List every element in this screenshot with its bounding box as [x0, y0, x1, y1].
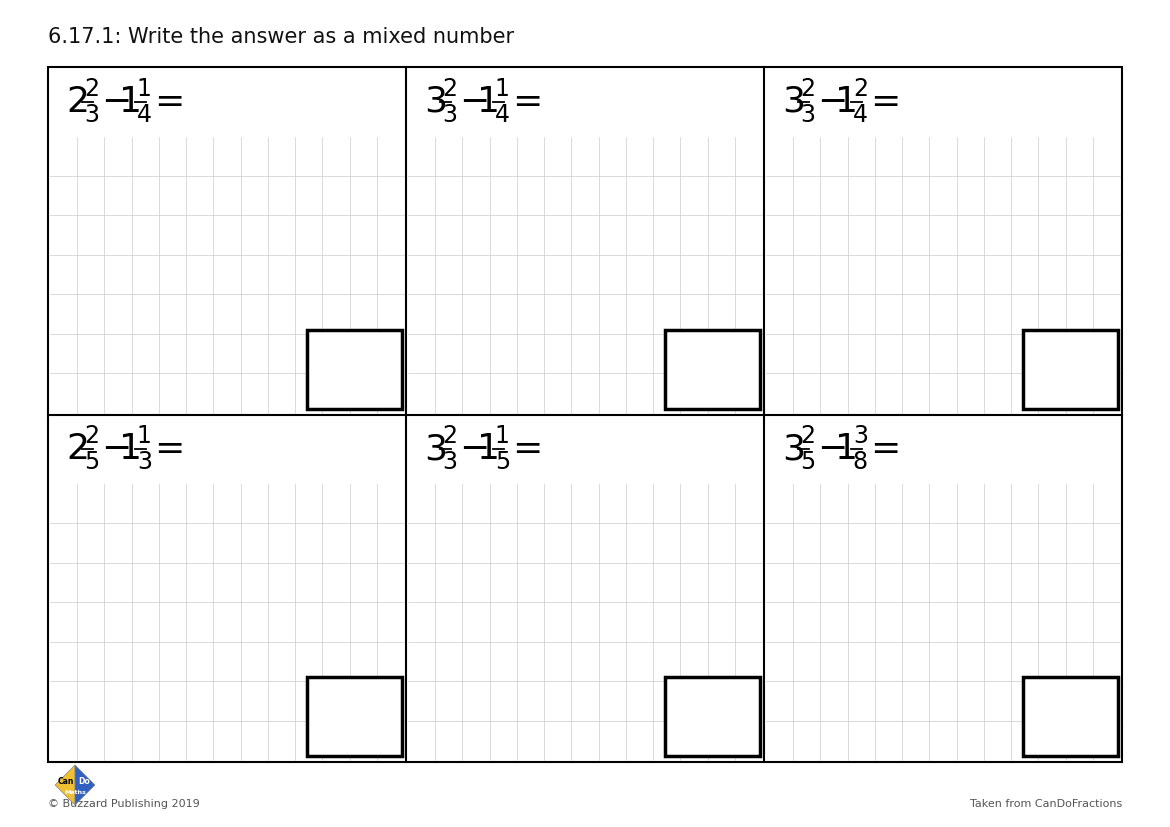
Text: 3: 3 — [424, 84, 447, 119]
Bar — [1023, 677, 1119, 756]
Text: 4: 4 — [137, 103, 152, 127]
Text: 1: 1 — [476, 84, 500, 119]
Text: 5: 5 — [800, 450, 815, 474]
Text: −: − — [101, 84, 131, 119]
Text: 1: 1 — [118, 84, 142, 119]
Text: 2: 2 — [442, 424, 457, 448]
Text: 3: 3 — [424, 433, 447, 466]
Text: 1: 1 — [834, 84, 858, 119]
Text: 1: 1 — [137, 424, 152, 448]
Text: 8: 8 — [853, 450, 868, 474]
Text: =: = — [511, 84, 542, 119]
Text: −: − — [101, 433, 131, 466]
Text: 3: 3 — [442, 450, 457, 474]
Text: −: − — [459, 84, 489, 119]
Text: −: − — [817, 433, 847, 466]
Text: 2: 2 — [84, 424, 99, 448]
Text: 3: 3 — [800, 103, 815, 127]
Text: 1: 1 — [476, 433, 500, 466]
Text: 5: 5 — [84, 450, 99, 474]
Text: 1: 1 — [495, 424, 510, 448]
Bar — [307, 677, 402, 756]
Bar — [665, 677, 760, 756]
Polygon shape — [55, 765, 75, 805]
Text: 2: 2 — [800, 77, 815, 101]
Text: 5: 5 — [495, 450, 510, 474]
Text: 1: 1 — [137, 77, 152, 101]
Polygon shape — [75, 765, 95, 805]
Text: 2: 2 — [800, 424, 815, 448]
Text: 2: 2 — [66, 433, 89, 466]
Text: 2: 2 — [442, 77, 457, 101]
Text: 4: 4 — [853, 103, 868, 127]
Text: 3: 3 — [442, 103, 457, 127]
Text: 4: 4 — [495, 103, 510, 127]
Bar — [665, 330, 760, 409]
Bar — [1023, 330, 1119, 409]
Text: 2: 2 — [66, 84, 89, 119]
Text: 3: 3 — [782, 433, 805, 466]
Text: 2: 2 — [853, 77, 868, 101]
Text: Taken from CanDoFractions: Taken from CanDoFractions — [970, 799, 1122, 809]
Text: Maths: Maths — [64, 791, 85, 796]
Text: 1: 1 — [495, 77, 510, 101]
Text: 3: 3 — [84, 103, 99, 127]
Text: −: − — [459, 433, 489, 466]
Text: 6.17.1: Write the answer as a mixed number: 6.17.1: Write the answer as a mixed numb… — [48, 27, 514, 47]
Text: Do: Do — [78, 777, 90, 786]
Text: =: = — [511, 433, 542, 466]
Text: =: = — [869, 433, 900, 466]
Text: =: = — [153, 433, 184, 466]
Text: =: = — [153, 84, 184, 119]
Bar — [307, 330, 402, 409]
Text: 2: 2 — [84, 77, 99, 101]
Text: © Buzzard Publishing 2019: © Buzzard Publishing 2019 — [48, 799, 200, 809]
Bar — [48, 67, 1122, 762]
Text: −: − — [817, 84, 847, 119]
Text: 3: 3 — [853, 424, 868, 448]
Text: =: = — [869, 84, 900, 119]
Text: 1: 1 — [834, 433, 858, 466]
Text: 3: 3 — [782, 84, 805, 119]
Text: Can: Can — [57, 777, 74, 786]
Text: 1: 1 — [118, 433, 142, 466]
Text: 3: 3 — [137, 450, 152, 474]
